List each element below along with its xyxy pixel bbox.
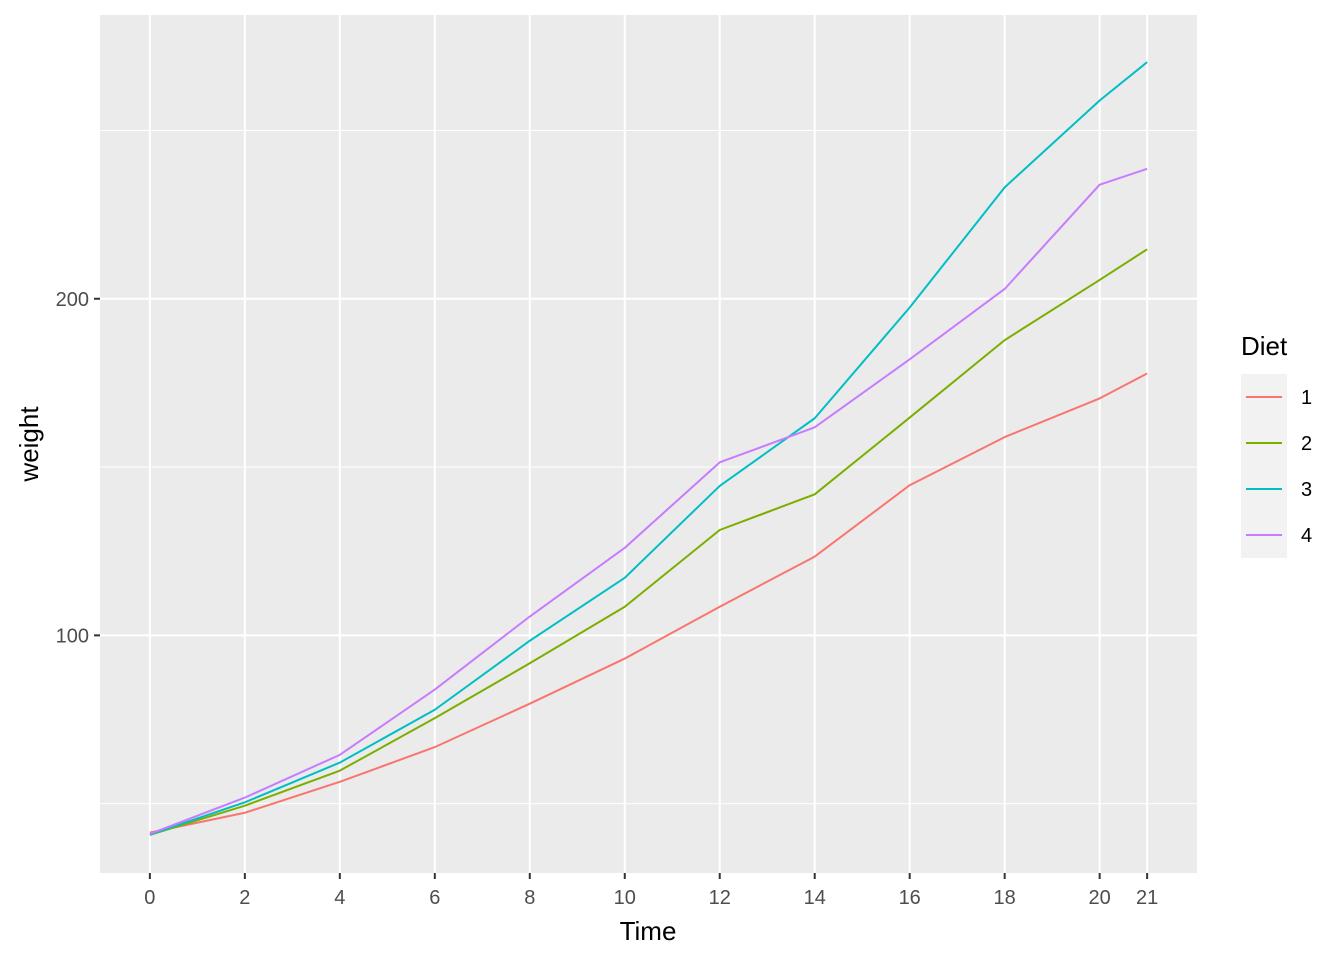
minor-gridlines xyxy=(100,129,1197,805)
x-tick-label: 2 xyxy=(239,887,250,909)
x-tick-label: 8 xyxy=(524,887,535,909)
plot-panel xyxy=(100,15,1197,873)
legend-items: 1 2 3 4 xyxy=(1241,374,1312,558)
y-tick-label: 100 xyxy=(56,625,89,647)
series-line-diet-4 xyxy=(149,167,1148,835)
legend-label: 1 xyxy=(1301,387,1312,409)
legend-label: 2 xyxy=(1301,433,1312,455)
legend-label: 4 xyxy=(1301,525,1312,547)
legend-title: Diet xyxy=(1241,331,1288,361)
x-tick-label: 21 xyxy=(1136,887,1158,909)
x-tick-label: 10 xyxy=(614,887,636,909)
y-axis-title: weight xyxy=(14,406,44,483)
x-tick-label: 6 xyxy=(429,887,440,909)
x-axis-title: Time xyxy=(620,916,677,946)
series-line-diet-3 xyxy=(149,61,1148,836)
series-line-diet-1 xyxy=(149,372,1148,834)
series-line-diet-2 xyxy=(149,248,1148,836)
x-tick-label: 16 xyxy=(899,887,921,909)
x-tick-label: 14 xyxy=(804,887,826,909)
major-gridlines xyxy=(100,15,1197,873)
y-axis: 100 200 xyxy=(56,289,100,647)
legend-label: 3 xyxy=(1301,479,1312,501)
x-tick-label: 18 xyxy=(994,887,1016,909)
x-tick-label: 4 xyxy=(334,887,345,909)
x-tick-label: 12 xyxy=(709,887,731,909)
series-lines xyxy=(149,61,1148,836)
legend: Diet 1 2 3 4 xyxy=(1241,331,1312,558)
x-tick-label: 20 xyxy=(1089,887,1111,909)
x-axis: 0 2 4 6 8 10 12 14 16 18 20 21 xyxy=(144,873,1158,909)
x-tick-label: 0 xyxy=(144,887,155,909)
y-tick-label: 200 xyxy=(56,289,89,311)
